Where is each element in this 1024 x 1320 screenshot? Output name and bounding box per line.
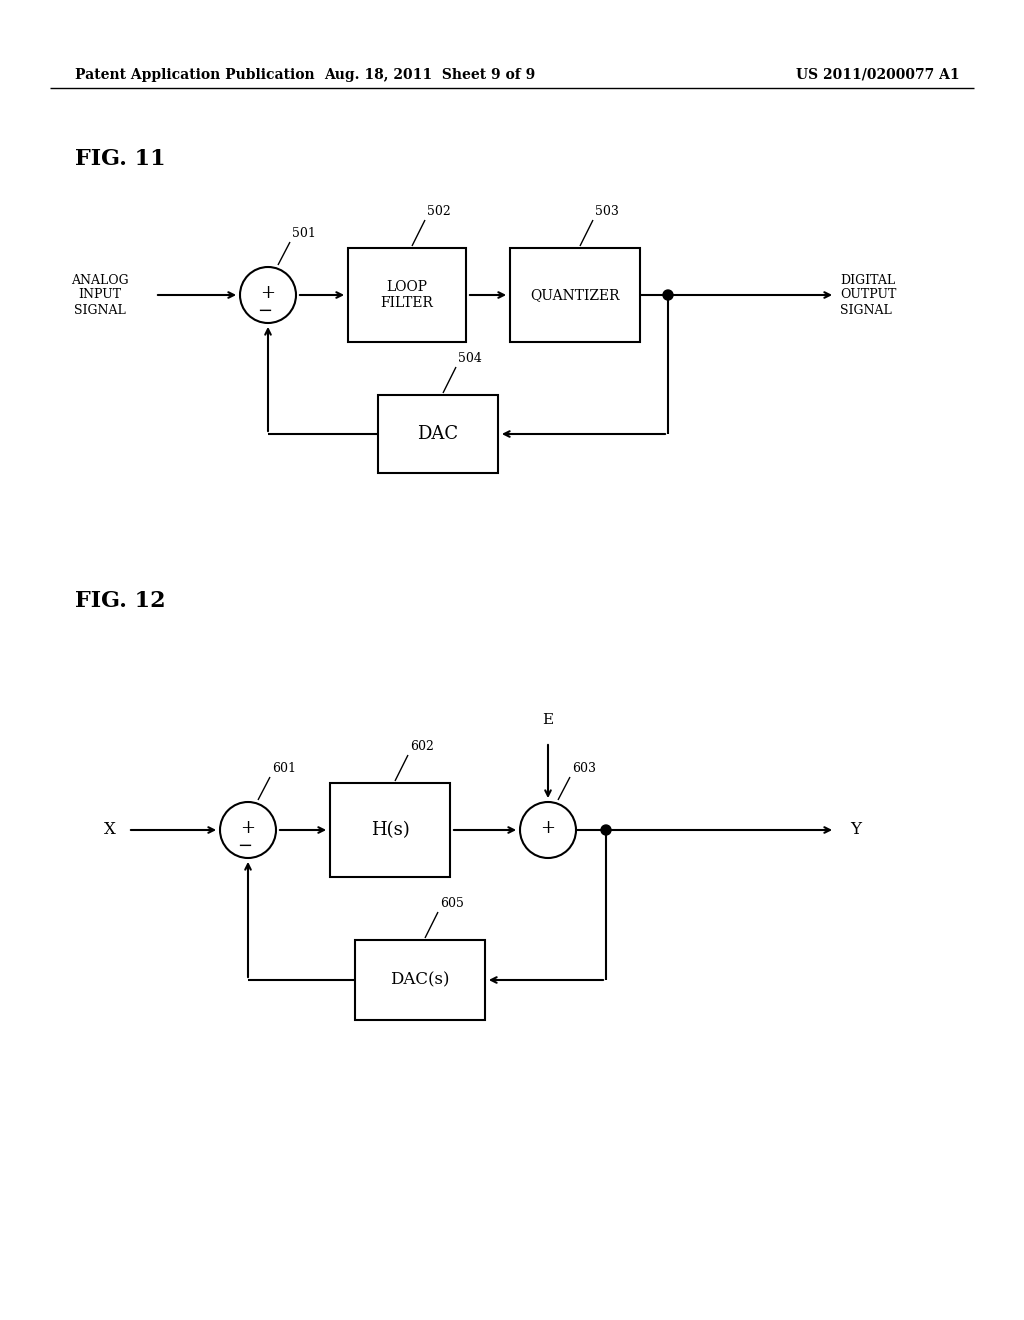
Circle shape bbox=[220, 803, 276, 858]
Text: 504: 504 bbox=[458, 352, 482, 366]
Text: ANALOG
INPUT
SIGNAL: ANALOG INPUT SIGNAL bbox=[72, 273, 129, 317]
Text: DAC: DAC bbox=[418, 425, 459, 444]
Text: 502: 502 bbox=[427, 205, 451, 218]
Circle shape bbox=[601, 825, 611, 836]
Text: Y: Y bbox=[850, 821, 861, 838]
Text: 503: 503 bbox=[595, 205, 618, 218]
Bar bbox=[348, 248, 466, 342]
Bar bbox=[378, 395, 498, 473]
Circle shape bbox=[520, 803, 575, 858]
Text: 603: 603 bbox=[572, 762, 596, 775]
Text: X: X bbox=[104, 821, 116, 838]
Text: H(s): H(s) bbox=[371, 821, 410, 840]
Text: 605: 605 bbox=[440, 898, 464, 909]
Text: 501: 501 bbox=[292, 227, 315, 240]
Text: DIGITAL
OUTPUT
SIGNAL: DIGITAL OUTPUT SIGNAL bbox=[840, 273, 896, 317]
Text: −: − bbox=[238, 837, 253, 855]
Text: QUANTIZER: QUANTIZER bbox=[530, 288, 620, 302]
Text: E: E bbox=[543, 713, 554, 727]
Text: LOOP
FILTER: LOOP FILTER bbox=[381, 280, 433, 310]
Text: Aug. 18, 2011  Sheet 9 of 9: Aug. 18, 2011 Sheet 9 of 9 bbox=[325, 69, 536, 82]
Circle shape bbox=[663, 290, 673, 300]
Text: 602: 602 bbox=[410, 741, 434, 752]
Bar bbox=[330, 783, 450, 876]
Text: US 2011/0200077 A1: US 2011/0200077 A1 bbox=[797, 69, 961, 82]
Bar bbox=[510, 248, 640, 342]
Text: +: + bbox=[241, 818, 256, 837]
Text: FIG. 12: FIG. 12 bbox=[75, 590, 166, 612]
Text: −: − bbox=[257, 302, 272, 319]
Bar bbox=[355, 940, 485, 1020]
Text: Patent Application Publication: Patent Application Publication bbox=[75, 69, 314, 82]
Text: +: + bbox=[541, 818, 555, 837]
Circle shape bbox=[240, 267, 296, 323]
Text: FIG. 11: FIG. 11 bbox=[75, 148, 166, 170]
Text: +: + bbox=[260, 284, 275, 302]
Text: 601: 601 bbox=[272, 762, 296, 775]
Text: DAC(s): DAC(s) bbox=[390, 972, 450, 989]
